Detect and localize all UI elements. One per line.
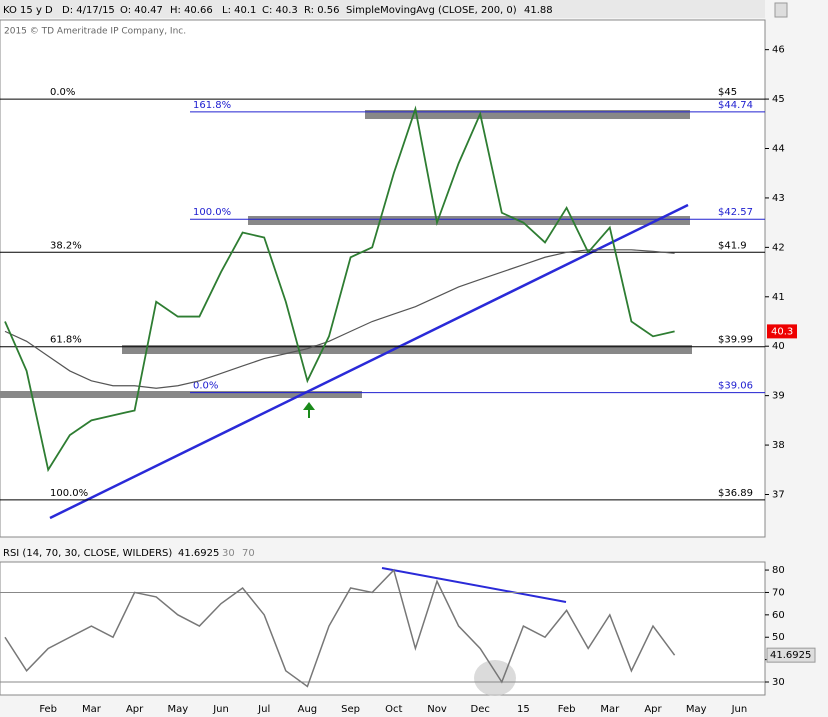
level-label: $44.74 <box>718 100 753 111</box>
symbol: KO 15 y D <box>3 5 53 16</box>
series-line <box>4 105 675 473</box>
level-label: $42.57 <box>718 207 753 218</box>
x-tick-label: Oct <box>385 704 402 715</box>
level-label: $39.99 <box>718 335 753 346</box>
y-tick-label: 46 <box>772 45 785 56</box>
rsi-trendline <box>381 567 567 603</box>
x-tick-label: Dec <box>471 704 490 715</box>
x-tick-label: Jun <box>731 704 748 715</box>
study-value: 41.88 <box>524 5 553 16</box>
last-price: 40.3 <box>771 326 793 337</box>
x-tick-label: Nov <box>427 704 447 715</box>
rsi-level-label: 30 <box>222 548 235 559</box>
open: O: 40.47 <box>120 5 163 16</box>
fib-label: 61.8% <box>50 335 82 346</box>
series-line <box>4 249 675 389</box>
level-label: $39.06 <box>718 381 753 392</box>
x-tick-label: Mar <box>600 704 620 715</box>
fib-label: 100.0% <box>50 488 88 499</box>
fib-label: 0.0% <box>50 87 75 98</box>
y-tick-label: 41 <box>772 292 785 303</box>
x-tick-label: 15 <box>517 704 530 715</box>
close: C: 40.3 <box>262 5 298 16</box>
x-tick-label: May <box>686 704 707 715</box>
date: D: 4/17/15 <box>62 5 115 16</box>
header-bar <box>0 0 765 18</box>
y-tick-label: 43 <box>772 193 785 204</box>
y-tick-label: 44 <box>772 144 785 155</box>
fib-label: 38.2% <box>50 240 82 251</box>
rsi-level-label: 70 <box>242 548 255 559</box>
high: H: 40.66 <box>170 5 213 16</box>
x-tick-label: Apr <box>126 704 144 715</box>
y-tick-label: 42 <box>772 242 785 253</box>
x-tick-label: Apr <box>644 704 662 715</box>
fib-label: 161.8% <box>193 100 231 111</box>
x-tick-label: Sep <box>341 704 360 715</box>
x-tick-label: Jun <box>212 704 229 715</box>
band <box>365 110 690 119</box>
level-label: $41.9 <box>718 240 747 251</box>
x-tick-label: May <box>167 704 188 715</box>
rsi-panel <box>0 561 766 696</box>
rsi-current: 41.6925 <box>178 548 219 559</box>
fib-label: 100.0% <box>193 207 231 218</box>
y-tick-label: 60 <box>772 610 785 621</box>
x-tick-label: Feb <box>558 704 576 715</box>
low: L: 40.1 <box>222 5 256 16</box>
rsi-tag-label: 41.6925 <box>770 650 811 661</box>
rsi-title: RSI (14, 70, 30, CLOSE, WILDERS) <box>3 548 172 559</box>
study: SimpleMovingAvg (CLOSE, 200, 0) <box>346 5 517 16</box>
x-tick-label: Mar <box>82 704 102 715</box>
x-tick-label: Feb <box>39 704 57 715</box>
y-tick-label: 80 <box>772 565 785 576</box>
y-tick-label: 30 <box>772 677 785 688</box>
x-tick-label: Aug <box>298 704 318 715</box>
fib-label: 0.0% <box>193 381 218 392</box>
x-tick-label: Jul <box>257 704 270 715</box>
y-tick-label: 38 <box>772 440 785 451</box>
y-tick-label: 45 <box>772 94 785 105</box>
level-label: $36.89 <box>718 488 753 499</box>
arrow <box>303 402 315 418</box>
copyright: 2015 © TD Ameritrade IP Company, Inc. <box>4 27 186 37</box>
trendline <box>49 203 689 520</box>
settings-button[interactable] <box>774 2 788 18</box>
band <box>0 391 362 398</box>
y-tick-label: 70 <box>772 587 785 598</box>
y-tick-label: 37 <box>772 489 785 500</box>
y-tick-label: 40 <box>772 341 785 352</box>
band <box>248 216 690 225</box>
series-line <box>4 568 676 688</box>
rsi-tag <box>766 647 816 663</box>
range: R: 0.56 <box>304 5 339 16</box>
last-price-tag <box>767 324 797 339</box>
y-tick-label: 50 <box>772 632 785 643</box>
band <box>122 345 692 354</box>
level-label: $45 <box>718 87 737 98</box>
y-tick-label: 39 <box>772 391 785 402</box>
highlight <box>474 660 516 696</box>
price-panel <box>0 19 766 538</box>
